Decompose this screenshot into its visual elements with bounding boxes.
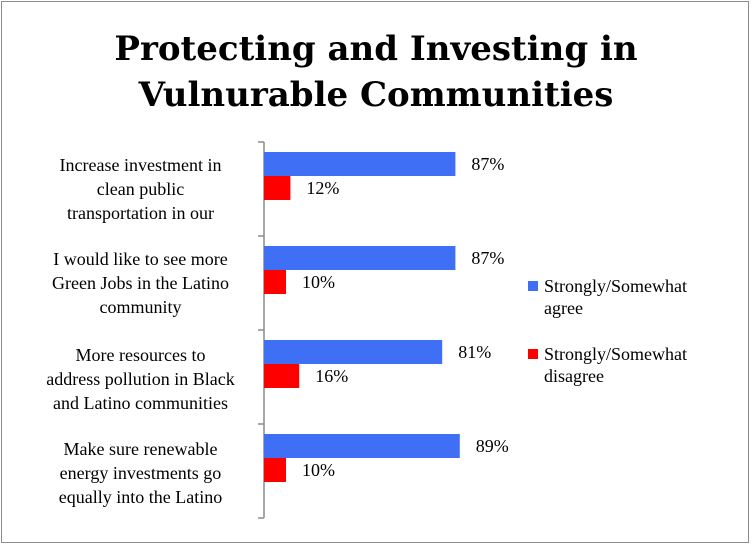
legend-label-disagree-line-1: Strongly/Somewhat xyxy=(544,344,687,364)
category-label-4-line-2: energy investments go xyxy=(59,463,222,483)
legend-label-agree-line-2: agree xyxy=(544,298,583,318)
agree-data-label-4: 89% xyxy=(476,436,509,456)
category-label-3-line-3: and Latino communities xyxy=(53,393,228,413)
disagree-data-label-2: 10% xyxy=(302,272,335,292)
agree-bar-4 xyxy=(264,434,460,458)
category-label-3-line-2: address pollution in Black xyxy=(46,369,235,389)
legend-label-disagree-line-2: disagree xyxy=(544,366,604,386)
agree-bar-3 xyxy=(264,340,443,364)
category-label-2-line-3: community xyxy=(99,297,182,317)
category-label-2-line-2: Green Jobs in the Latino xyxy=(52,273,229,293)
category-label-1-line-2: clean public xyxy=(96,179,185,199)
disagree-data-label-1: 12% xyxy=(306,178,339,198)
chart-title-line-2: Vulnurable Communities xyxy=(138,75,614,115)
category-label-2-line-1: I would like to see more xyxy=(53,249,228,269)
legend-label-agree: Strongly/Somewhat agree xyxy=(544,275,744,319)
legend-label-agree-line-1: Strongly/Somewhat xyxy=(544,276,687,296)
category-label-3: More resources to address pollution in B… xyxy=(18,343,263,415)
agree-data-label-1: 87% xyxy=(471,154,504,174)
category-label-4-line-1: Make sure renewable xyxy=(63,439,218,459)
agree-bar-2 xyxy=(264,246,456,270)
chart-title: Protecting and Investing in Vulnurable C… xyxy=(0,26,752,118)
legend-swatch-agree xyxy=(528,281,538,291)
disagree-data-label-3: 16% xyxy=(315,366,348,386)
agree-bar-1 xyxy=(264,152,456,176)
category-label-4-line-3: equally into the Latino xyxy=(58,487,223,507)
category-label-1-line-3: transportation in our xyxy=(67,203,214,223)
disagree-bar-4 xyxy=(264,458,286,482)
category-label-4: Make sure renewable energy investments g… xyxy=(18,437,263,509)
category-label-1-line-1: Increase investment in xyxy=(59,155,222,175)
legend-label-disagree: Strongly/Somewhat disagree xyxy=(544,343,744,387)
agree-data-label-2: 87% xyxy=(471,248,504,268)
disagree-bar-2 xyxy=(264,270,286,294)
disagree-bar-3 xyxy=(264,364,300,388)
agree-data-label-3: 81% xyxy=(458,342,491,362)
disagree-data-label-4: 10% xyxy=(302,460,335,480)
category-label-2: I would like to see more Green Jobs in t… xyxy=(18,247,263,319)
legend-swatch-disagree xyxy=(528,349,538,359)
category-label-1: Increase investment in clean public tran… xyxy=(18,153,263,225)
disagree-bar-1 xyxy=(264,176,291,200)
chart-title-line-1: Protecting and Investing in xyxy=(114,29,638,69)
category-label-3-line-1: More resources to xyxy=(75,345,206,365)
